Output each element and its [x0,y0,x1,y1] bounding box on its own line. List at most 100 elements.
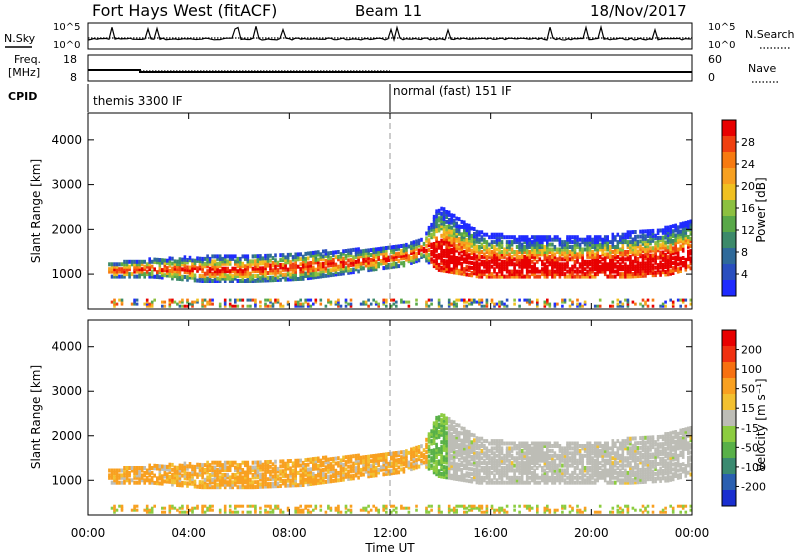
velocity-cell [349,464,353,469]
power-cell [213,271,217,276]
power-cell [281,255,285,260]
power-cell [452,260,456,265]
power-cell [364,248,368,253]
velocity-cell [488,470,491,475]
power-cell [286,255,290,260]
velocity-cell [442,440,446,445]
power-cell [284,272,287,277]
power-cell [601,269,604,274]
power-cell [661,243,665,248]
velocity-cell [541,453,544,458]
velocity-cell [473,475,476,479]
colorbar-swatch [722,232,736,248]
power-cell [493,245,496,249]
velocity-cell [566,444,569,448]
velocity-cell [490,439,494,444]
velocity-cell [178,483,182,488]
power-cell [412,252,416,257]
power-cell [183,275,187,279]
power-cell [624,232,627,237]
power-cell [276,298,280,302]
velocity-cell [556,475,559,480]
velocity-cell [181,463,184,468]
velocity-cell [352,454,355,459]
power-cell [568,267,572,272]
power-cell [445,239,448,244]
velocity-cell [203,485,207,490]
velocity-cell [425,455,428,459]
power-cell [135,264,139,269]
power-cell [264,263,267,268]
power-cell [503,259,506,264]
power-cell [457,229,461,234]
power-cell [475,254,479,259]
power-cell [276,300,280,304]
power-cell [256,269,260,273]
power-cell [483,269,486,274]
power-cell [614,264,617,269]
velocity-cell [558,456,562,461]
power-cell [213,274,217,279]
velocity-cell [460,468,464,472]
power-cell [616,247,620,252]
power-cell [153,274,156,279]
velocity-cell [500,448,504,453]
velocity-cell [319,468,323,473]
power-cell [349,270,353,275]
power-cell [490,272,494,277]
power-cell [588,240,592,245]
power-cell [546,240,549,245]
power-cell [631,264,635,269]
velocity-cell [490,458,494,463]
power-cell [525,235,529,240]
power-cell [186,260,189,265]
power-cell [208,274,212,279]
power-cell [520,247,524,252]
velocity-cell [301,473,305,478]
power-cell [304,298,307,302]
velocity-cell [198,472,202,477]
power-cell [626,300,630,304]
velocity-cell [178,510,182,514]
power-cell [553,274,557,279]
power-cell [334,300,338,304]
velocity-cell [551,468,554,473]
power-cell [626,252,630,257]
power-cell [513,235,516,240]
power-cell [447,300,451,304]
velocity-cell [445,421,448,426]
velocity-cell [234,480,237,485]
power-cell [634,257,637,261]
velocity-cell [460,470,464,475]
power-cell [128,274,131,279]
velocity-cell [470,508,474,512]
power-cell [463,259,466,264]
velocity-cell [435,415,438,420]
power-cell [520,254,524,259]
velocity-cell [440,467,443,472]
velocity-cell [173,506,177,510]
velocity-cell [130,466,134,470]
power-cell [518,237,521,242]
power-cell [679,244,682,249]
velocity-cell [178,473,182,478]
power-cell [543,252,547,257]
power-cell [261,258,265,263]
velocity-cell [327,460,330,464]
power-cell [145,304,149,308]
velocity-cell [470,455,474,459]
power-cell [563,267,567,272]
velocity-cell [495,439,499,444]
velocity-cell [322,475,325,480]
power-cell [183,304,187,308]
power-cell [145,300,149,304]
power-cell [125,269,129,274]
power-cell [186,298,189,302]
power-cell [244,271,247,276]
power-cell [455,246,458,251]
power-cell [548,237,552,242]
velocity-cell [495,444,499,448]
power-cell [591,267,594,272]
power-cell [432,251,436,256]
power-cell [352,260,355,265]
